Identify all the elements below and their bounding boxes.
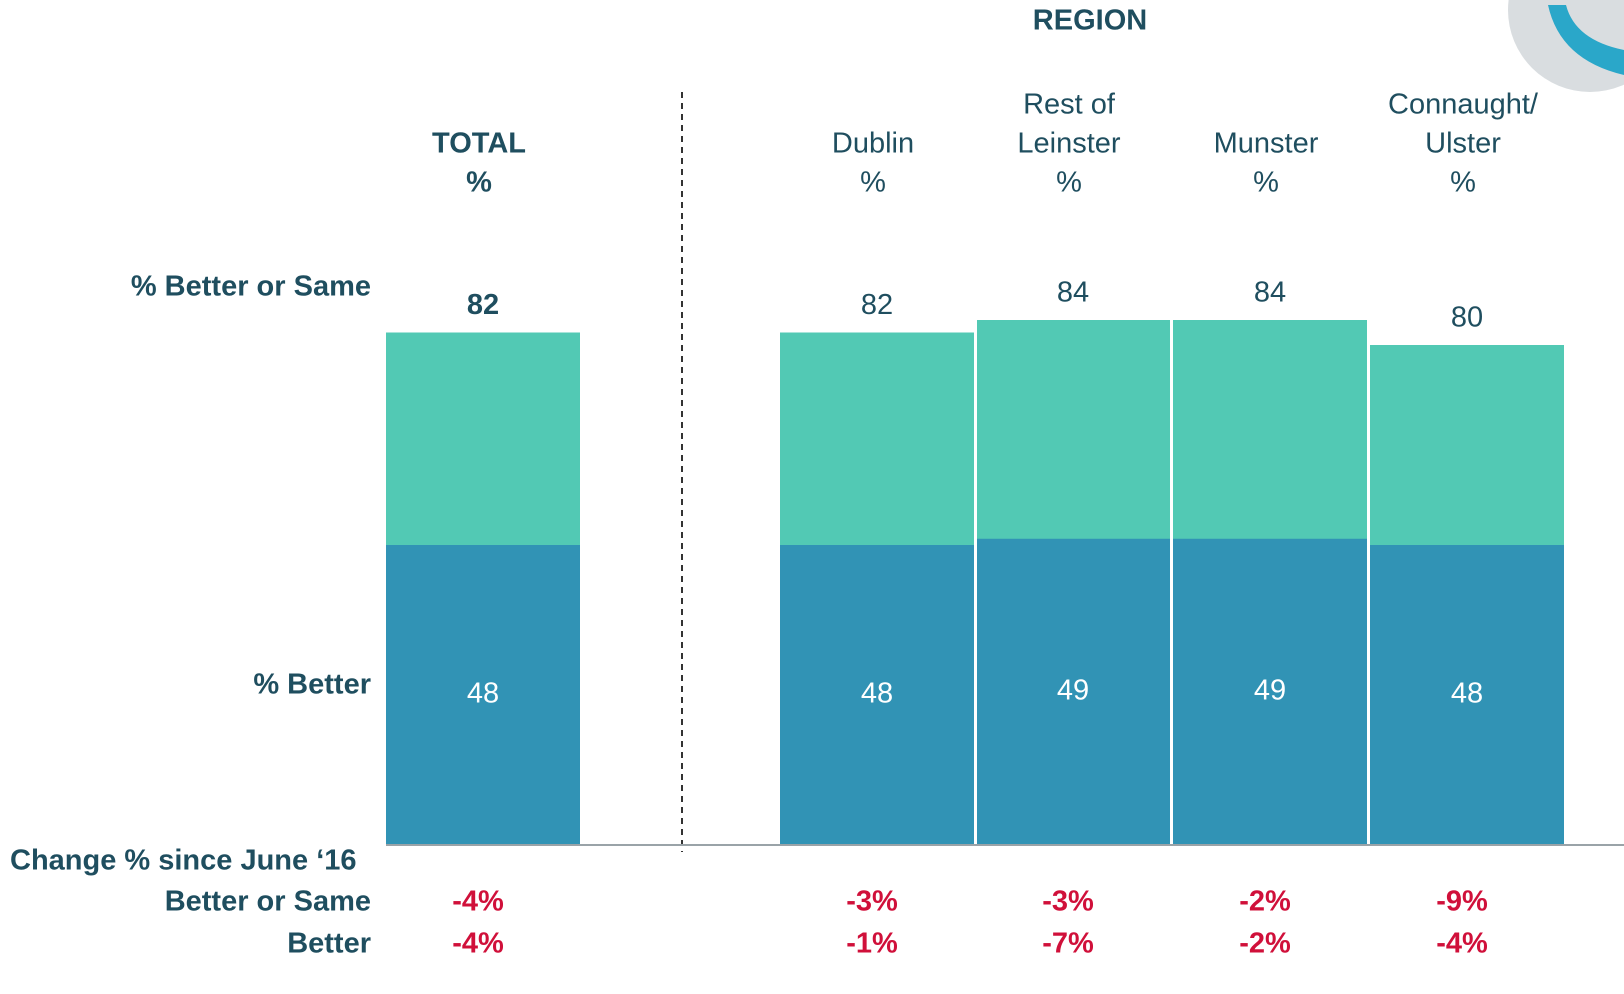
change-value: -4% (452, 886, 504, 918)
x-tick-label: TOTAL (432, 128, 526, 160)
bar (1173, 538, 1367, 845)
data-label: 48 (467, 678, 499, 710)
x-tick-label: Ulster (1425, 128, 1501, 160)
data-label: 80 (1451, 302, 1483, 334)
bar (780, 545, 974, 845)
bar (976, 538, 1170, 845)
group-title: REGION (1033, 5, 1147, 37)
change-value: -2% (1239, 886, 1291, 918)
x-tick-label: % (466, 167, 492, 199)
logo (1508, 0, 1624, 92)
change-value: -2% (1239, 928, 1291, 960)
change-title: Change % since June ‘16 (10, 845, 357, 877)
change-value: -7% (1042, 928, 1094, 960)
data-label: 48 (861, 678, 893, 710)
change-label: Better (287, 928, 371, 960)
x-tick-label: % (860, 167, 886, 199)
data-label: 84 (1254, 277, 1286, 309)
data-label: 49 (1057, 675, 1089, 707)
series-label: % Better (253, 669, 371, 701)
change-label: Better or Same (165, 886, 371, 918)
change-value: -1% (846, 928, 898, 960)
x-tick-label: Dublin (832, 128, 914, 160)
x-tick-label: Rest of (1023, 89, 1116, 121)
change-value: -4% (452, 928, 504, 960)
change-value: -3% (1042, 886, 1094, 918)
x-tick-label: Connaught/ (1388, 89, 1539, 121)
series-label: % Better or Same (131, 271, 371, 303)
data-label: 49 (1254, 675, 1286, 707)
x-tick-label: % (1056, 167, 1082, 199)
change-value: -4% (1436, 928, 1488, 960)
x-tick-label: % (1450, 167, 1476, 199)
change-value: -9% (1436, 886, 1488, 918)
bar (1370, 545, 1564, 845)
data-label: 84 (1057, 277, 1089, 309)
logo-swoosh (1548, 5, 1624, 75)
data-label: 48 (1451, 678, 1483, 710)
data-label: 82 (861, 289, 893, 321)
x-tick-label: % (1253, 167, 1279, 199)
x-tick-label: Leinster (1017, 128, 1121, 160)
change-value: -3% (846, 886, 898, 918)
data-label: 82 (467, 289, 499, 321)
x-tick-label: Munster (1214, 128, 1319, 160)
bar (386, 545, 580, 845)
